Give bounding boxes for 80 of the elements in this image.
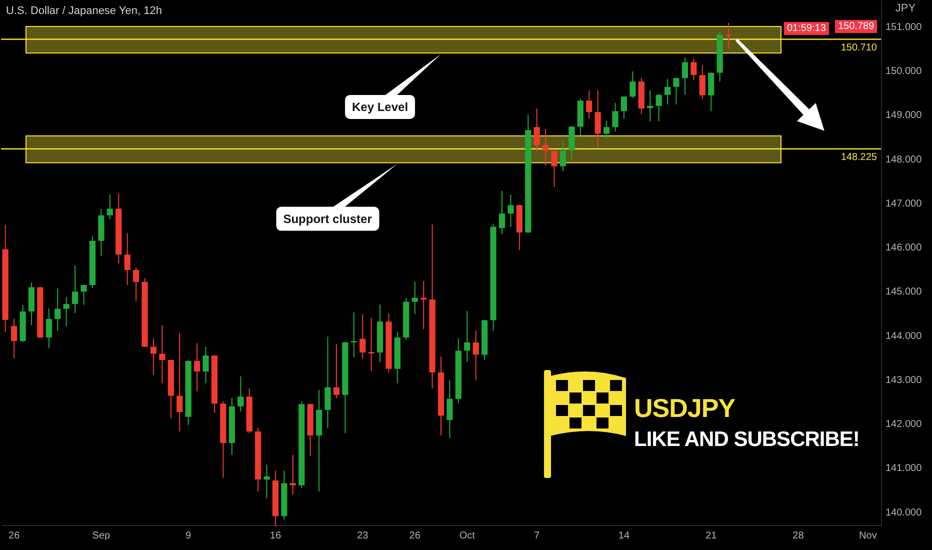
candlestick (464, 310, 470, 362)
y-tick-label: 141.000 (886, 463, 922, 474)
annotation: USDJPY (634, 393, 736, 424)
candlestick (551, 150, 558, 188)
candlestick (498, 190, 506, 235)
x-tick-label: 9 (186, 530, 192, 542)
candlestick (446, 379, 453, 439)
candlestick (412, 281, 418, 315)
candlestick (708, 72, 714, 112)
chart-title: U.S. Dollar / Japanese Yen, 12h (6, 5, 162, 17)
x-tick-label: 14 (618, 530, 630, 542)
candlestick (80, 284, 87, 306)
candlestick (612, 102, 618, 132)
annotation: Key Level (345, 94, 416, 119)
y-tick-label: 143.000 (886, 374, 922, 386)
candlestick (656, 94, 662, 122)
y-tick-label: 142.000 (886, 419, 922, 430)
x-tick-label: 23 (357, 530, 369, 542)
candlestick (106, 194, 113, 220)
candlestick (725, 22, 732, 50)
annotation: Support cluster (276, 206, 379, 231)
candlestick (630, 70, 636, 98)
candlestick (350, 312, 357, 358)
x-tick-label: 21 (706, 530, 718, 542)
candlestick (124, 232, 130, 286)
x-tick-label: 26 (8, 530, 20, 542)
y-tick-label: 150.000 (886, 66, 922, 78)
candlestick (368, 318, 374, 372)
candlestick (673, 77, 680, 106)
candlestick (54, 288, 61, 332)
candlestick (46, 308, 52, 349)
annotation: LIKE AND SUBSCRIBE! (634, 428, 860, 452)
candlestick (72, 265, 78, 314)
x-tick-label: 28 (792, 530, 804, 542)
candlestick (238, 376, 244, 412)
candlestick (508, 194, 514, 228)
candlestick (690, 58, 697, 81)
y-tick-label: 140.000 (886, 507, 922, 518)
candlestick (560, 142, 566, 172)
candlestick (176, 332, 183, 432)
candlestick (264, 464, 270, 499)
x-tick-label: 26 (409, 530, 421, 542)
candlestick (290, 454, 296, 496)
candlestick (63, 296, 70, 327)
candlestick (159, 324, 166, 384)
x-tick-label: Oct (459, 530, 476, 542)
candlestick (472, 330, 479, 380)
annotation: 01:59:13 (784, 22, 829, 35)
candlestick (620, 96, 628, 120)
y-tick-label: 147.000 (886, 198, 922, 210)
y-tick-label: 151.000 (886, 22, 922, 33)
candlestick (682, 56, 688, 96)
candlestick (534, 108, 540, 152)
candlestick (150, 338, 157, 376)
x-tick-label: 7 (534, 530, 540, 542)
y-tick-label: 145.000 (886, 286, 922, 298)
candlestick (202, 346, 209, 384)
candlestick (594, 90, 601, 148)
y-tick-label: 149.000 (886, 110, 922, 122)
x-tick-label: 16 (270, 530, 282, 542)
y-tick-label: 148.000 (886, 154, 922, 166)
annotation: 150.789 (835, 20, 878, 33)
y-axis-title: JPY (895, 2, 916, 14)
candlestick (699, 64, 706, 100)
candlestick (324, 336, 331, 428)
candlestick (11, 318, 18, 359)
candlestick (194, 342, 200, 392)
candlestick (586, 90, 592, 120)
candlestick (542, 128, 549, 166)
candlestick (360, 314, 366, 360)
ref-line-label: 150.710 (840, 42, 878, 54)
candlestick (133, 266, 140, 302)
candlestick (603, 120, 610, 140)
candlestick (664, 78, 671, 106)
ref-line-label: 148.225 (840, 152, 878, 163)
x-tick-label: Nov (859, 530, 877, 542)
y-tick-label: 146.000 (886, 242, 922, 254)
candlestick (568, 126, 575, 161)
candlestick (333, 344, 340, 399)
y-tick-label: 144.000 (886, 330, 922, 342)
